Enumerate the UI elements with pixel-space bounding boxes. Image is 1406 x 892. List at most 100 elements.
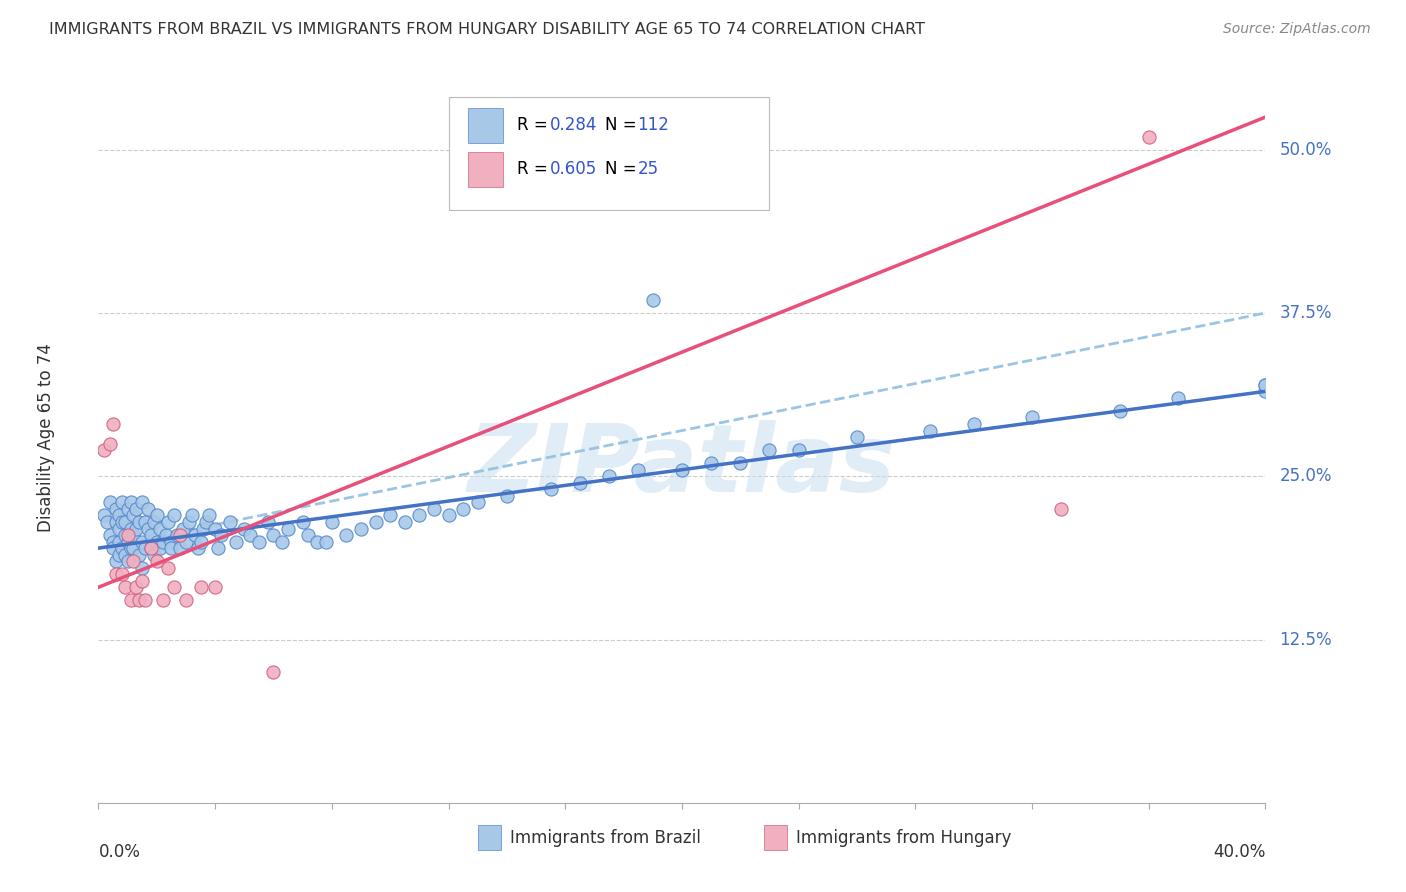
FancyBboxPatch shape (468, 108, 503, 143)
Text: R =: R = (517, 117, 554, 135)
Point (451, 502, 474, 516)
Point (149, 521, 172, 535)
Point (297, 528, 319, 542)
Point (120, 521, 142, 535)
Point (101, 417, 124, 431)
Point (209, 528, 232, 542)
Point (111, 541, 134, 555)
Point (207, 541, 229, 555)
Point (641, 293, 664, 307)
Point (335, 528, 357, 542)
Point (172, 521, 194, 535)
Point (104, 515, 127, 529)
Point (166, 528, 188, 542)
Point (1137, 129, 1160, 144)
Point (1050, 502, 1073, 516)
Point (787, 443, 810, 458)
Text: R =: R = (517, 161, 554, 178)
Point (496, 489, 519, 503)
Point (291, 515, 314, 529)
Point (700, 456, 723, 470)
Text: N =: N = (605, 117, 641, 135)
Point (262, 528, 284, 542)
Point (98, 436, 121, 450)
Point (125, 502, 148, 516)
Point (93, 508, 115, 523)
Point (114, 515, 136, 529)
Point (204, 521, 226, 535)
Point (128, 515, 150, 529)
Point (98, 528, 121, 542)
Point (467, 495, 489, 509)
Point (1167, 391, 1189, 405)
Point (350, 521, 373, 535)
Point (163, 580, 186, 594)
Point (136, 502, 159, 516)
Point (122, 528, 145, 542)
Point (120, 495, 142, 509)
Text: 25.0%: 25.0% (1279, 467, 1331, 485)
Point (108, 534, 131, 549)
Point (177, 515, 200, 529)
Point (190, 580, 212, 594)
Point (111, 567, 134, 582)
Point (163, 508, 186, 523)
FancyBboxPatch shape (478, 825, 501, 850)
Point (117, 534, 139, 549)
Text: Immigrants from Brazil: Immigrants from Brazil (510, 829, 702, 847)
Point (423, 502, 446, 516)
Point (98, 495, 121, 509)
Point (104, 567, 127, 582)
Point (122, 554, 145, 568)
Point (1254, 377, 1277, 392)
Point (108, 521, 131, 535)
Point (122, 508, 145, 523)
Point (627, 463, 650, 477)
Point (598, 469, 620, 483)
Point (125, 521, 148, 535)
Point (155, 528, 177, 542)
Point (139, 541, 162, 555)
FancyBboxPatch shape (763, 825, 787, 850)
Text: 0.605: 0.605 (550, 161, 598, 178)
Text: 25: 25 (637, 161, 658, 178)
Point (160, 541, 183, 555)
Text: N =: N = (605, 161, 641, 178)
FancyBboxPatch shape (468, 152, 503, 187)
Text: 40.0%: 40.0% (1213, 843, 1265, 861)
Point (134, 515, 156, 529)
Point (136, 521, 159, 535)
Point (408, 508, 430, 523)
Point (190, 534, 212, 549)
Point (142, 548, 165, 562)
Point (139, 541, 162, 555)
Point (131, 534, 153, 549)
Point (152, 534, 174, 549)
Point (1254, 384, 1277, 399)
Point (218, 515, 240, 529)
Point (174, 593, 197, 607)
Point (149, 541, 172, 555)
Point (146, 554, 169, 568)
Point (307, 534, 329, 549)
Point (131, 495, 153, 509)
Point (568, 475, 591, 490)
Point (134, 593, 156, 607)
Text: Disability Age 65 to 74: Disability Age 65 to 74 (37, 343, 55, 532)
Point (233, 521, 256, 535)
Point (111, 495, 134, 509)
Point (364, 515, 387, 529)
Text: Immigrants from Hungary: Immigrants from Hungary (796, 829, 1012, 847)
Point (193, 521, 215, 535)
Text: 112: 112 (637, 117, 669, 135)
Point (315, 534, 337, 549)
Point (157, 515, 180, 529)
Point (262, 665, 284, 680)
Point (183, 528, 205, 542)
Text: 12.5%: 12.5% (1279, 631, 1331, 648)
Point (277, 521, 299, 535)
FancyBboxPatch shape (449, 97, 769, 211)
Point (730, 456, 752, 470)
Text: ZIPatlas: ZIPatlas (468, 420, 896, 512)
Point (117, 554, 139, 568)
